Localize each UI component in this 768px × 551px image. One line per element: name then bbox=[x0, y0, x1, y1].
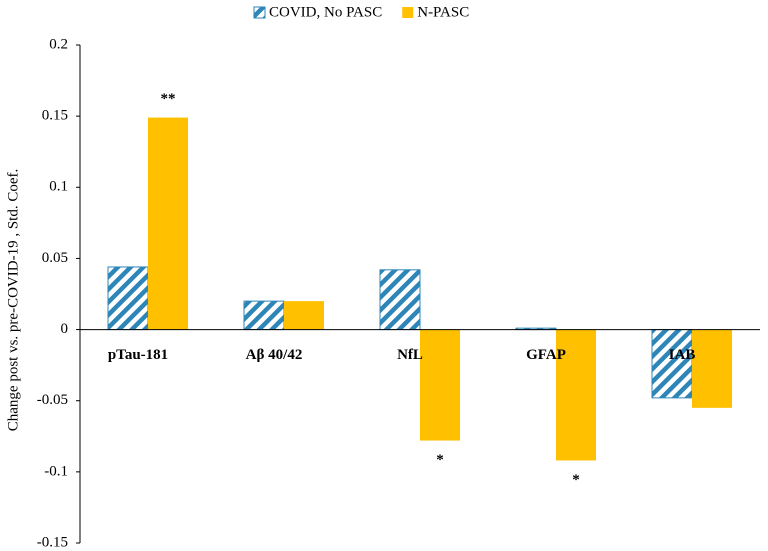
y-axis-title: Change post vs. pre-COVID-19 , Std. Coef… bbox=[5, 169, 21, 431]
annotation: * bbox=[572, 472, 580, 488]
legend-swatch bbox=[402, 7, 414, 18]
x-tick-label: pTau-181 bbox=[108, 347, 168, 363]
bar bbox=[651, 329, 693, 399]
y-tick-label: 0.1 bbox=[49, 179, 68, 195]
y-tick-label: -0.05 bbox=[37, 392, 68, 408]
y-tick-label: -0.15 bbox=[37, 534, 68, 550]
x-tick-label: NfL bbox=[397, 347, 423, 363]
annotation: ** bbox=[161, 91, 176, 107]
bar bbox=[148, 117, 188, 330]
legend-label: COVID, No PASC bbox=[269, 4, 382, 20]
bar bbox=[107, 266, 149, 331]
x-tick-label: GFAP bbox=[526, 347, 566, 363]
x-tick-label: Aβ 40/42 bbox=[246, 347, 303, 363]
annotation: * bbox=[436, 452, 444, 468]
bar bbox=[556, 329, 596, 461]
y-tick-label: 0.2 bbox=[49, 36, 68, 52]
bar bbox=[243, 300, 285, 331]
x-tick-label: IAB bbox=[669, 347, 696, 363]
bar bbox=[692, 329, 732, 408]
bar bbox=[379, 269, 421, 331]
legend-label: N-PASC bbox=[417, 4, 469, 20]
y-tick-label: 0.15 bbox=[42, 108, 68, 124]
bar bbox=[420, 329, 460, 441]
y-tick-label: -0.1 bbox=[44, 463, 68, 479]
y-tick-label: 0.05 bbox=[42, 250, 68, 266]
y-tick-label: 0 bbox=[61, 321, 69, 337]
bar bbox=[284, 301, 324, 330]
legend-swatch bbox=[253, 6, 266, 19]
